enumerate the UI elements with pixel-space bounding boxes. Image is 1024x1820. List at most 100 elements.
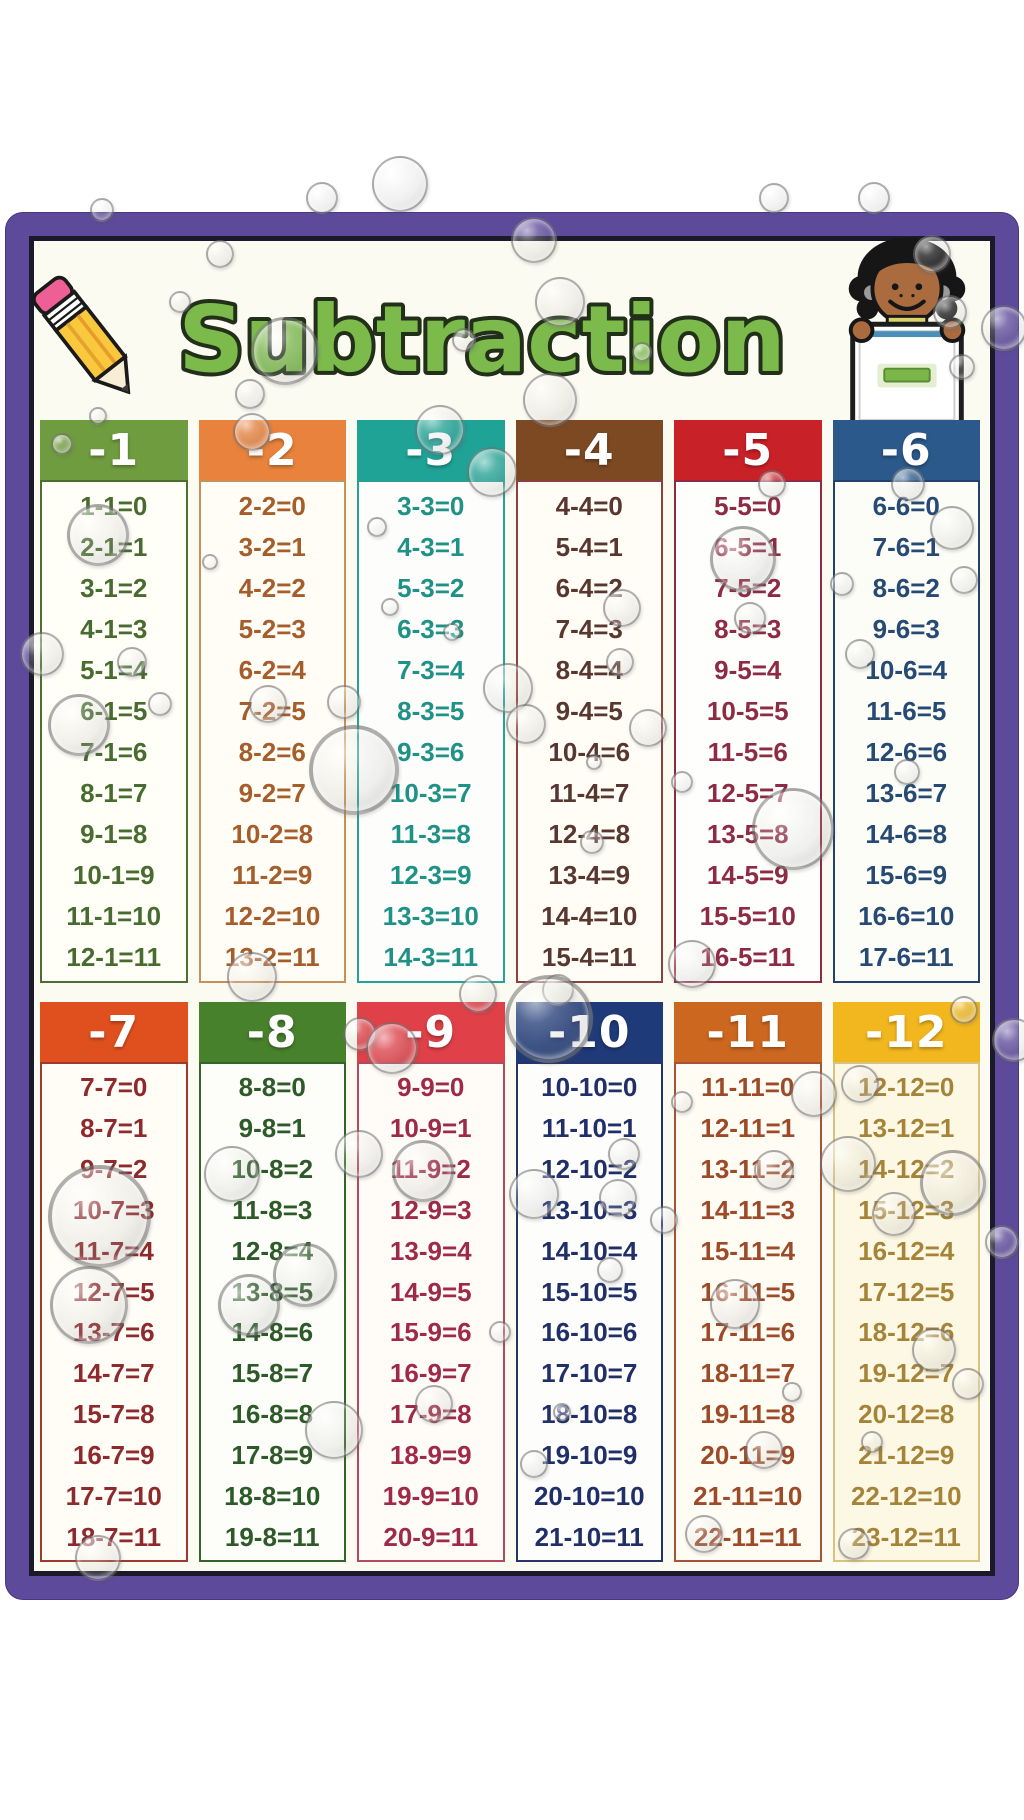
subtraction-fact: 11-3=8 — [390, 819, 471, 850]
subtraction-fact: 19-8=11 — [224, 1521, 320, 1552]
fact-column-minus-12: -12 12-12=0 13-12=1 14-12=2 15-12=3 16-12=4 17… — [832, 1002, 980, 1562]
subtraction-fact: 7-3=4 — [397, 654, 465, 685]
subtraction-fact: 9-7=2 — [80, 1154, 148, 1185]
fact-column-minus-4: -4 4-4=0 5-4=1 6-4=2 7-4=3 8-4=4 9-4=5 10-4=6 11… — [515, 420, 663, 983]
subtraction-fact: 17-6=11 — [858, 942, 954, 973]
column-fact-list: 11-11=0 12-11=1 13-11=2 14-11=3 15-11=4 16-11… — [674, 1062, 822, 1562]
subtraction-fact: 12-3=9 — [389, 860, 472, 891]
subtraction-fact: 16-9=7 — [389, 1358, 472, 1389]
subtraction-fact: 6-1=5 — [80, 695, 148, 726]
column-fact-list: 3-3=0 4-3=1 5-3=2 6-3=3 7-3=4 8-3=5 9-3=6 10-3=… — [357, 480, 505, 983]
subtraction-fact: 11-9=2 — [390, 1154, 471, 1185]
subtraction-fact: 11-10=1 — [541, 1113, 637, 1144]
subtraction-fact: 16-10=6 — [541, 1317, 638, 1348]
fact-column-minus-9: -9 9-9=0 10-9=1 11-9=2 12-9=3 13-9=4 14-9=5 15-… — [357, 1002, 505, 1562]
column-fact-list: 12-12=0 13-12=1 14-12=2 15-12=3 16-12=4 17-12… — [832, 1062, 980, 1562]
subtraction-fact: 10-8=2 — [231, 1154, 314, 1185]
water-droplet — [759, 183, 789, 213]
subtraction-fact: 9-3=6 — [397, 737, 465, 767]
column-fact-list: 6-6=0 7-6=1 8-6=2 9-6=3 10-6=4 11-6=5 12-6=6 13… — [832, 480, 980, 983]
subtraction-fact: 3-2=1 — [238, 531, 306, 562]
subtraction-fact: 18-9=9 — [389, 1439, 472, 1470]
subtraction-fact: 10-10=0 — [541, 1072, 638, 1103]
subtraction-fact: 5-3=2 — [397, 572, 465, 603]
column-header-label: -11 — [674, 1002, 822, 1062]
subtraction-fact: 15-7=8 — [72, 1399, 155, 1430]
subtraction-fact: 12-7=5 — [72, 1276, 155, 1307]
column-fact-list: 1-1=0 2-1=1 3-1=2 4-1=3 5-1=4 6-1=5 7-1=6 8-1=7… — [40, 480, 188, 983]
poster-title-text: Subtraction — [178, 286, 786, 393]
subtraction-fact: 2-1=1 — [80, 531, 148, 562]
subtraction-fact: 21-10=11 — [534, 1521, 644, 1552]
pencil-icon — [32, 275, 131, 395]
subtraction-fact: 18-11=7 — [700, 1358, 796, 1389]
water-droplet — [372, 156, 428, 212]
column-fact-list: 4-4=0 5-4=1 6-4=2 7-4=3 8-4=4 9-4=5 10-4=6 11-4… — [515, 480, 663, 983]
subtraction-fact: 19-9=10 — [382, 1480, 479, 1511]
fact-column-minus-7: -7 7-7=0 8-7=1 9-7=2 10-7=3 11-7=4 12-7=5 13-7=… — [40, 1002, 188, 1562]
subtraction-fact: 15-9=6 — [389, 1317, 472, 1348]
subtraction-fact: 14-3=11 — [383, 942, 479, 973]
subtraction-fact: 5-5=0 — [714, 490, 782, 521]
subtraction-fact: 20-12=8 — [858, 1399, 955, 1430]
subtraction-fact: 15-6=9 — [865, 860, 948, 891]
column-header-label: -5 — [674, 420, 822, 480]
subtraction-fact: 11-1=10 — [66, 901, 162, 932]
subtraction-poster: Subtraction — [5, 212, 1019, 1600]
subtraction-fact: 7-2=5 — [238, 695, 306, 726]
subtraction-fact: 14-11=3 — [700, 1194, 796, 1225]
column-header-label: -1 — [40, 420, 188, 480]
subtraction-fact: 13-12=1 — [858, 1113, 955, 1144]
subtraction-fact: 16-6=10 — [858, 901, 955, 932]
subtraction-fact: 11-4=7 — [549, 778, 630, 809]
subtraction-fact: 16-5=11 — [700, 942, 796, 973]
subtraction-fact: 12-9=3 — [389, 1194, 472, 1225]
subtraction-fact: 20-11=9 — [700, 1439, 796, 1470]
fact-column-minus-1: -1 1-1=0 2-1=1 3-1=2 4-1=3 5-1=4 6-1=5 7-1=6 8-1… — [40, 420, 188, 983]
fact-column-minus-2: -2 2-2=0 3-2=1 4-2=2 5-2=3 6-2=4 7-2=5 8-2=6 9-2… — [198, 420, 346, 983]
subtraction-fact: 10-7=3 — [72, 1194, 155, 1225]
subtraction-fact: 17-10=7 — [541, 1358, 638, 1389]
column-header-label: -10 — [515, 1002, 663, 1062]
column-header-label: -12 — [832, 1002, 980, 1062]
subtraction-fact: 4-2=2 — [238, 572, 306, 603]
fact-column-minus-11: -11 11-11=0 12-11=1 13-11=2 14-11=3 15-11=4 16… — [674, 1002, 822, 1562]
subtraction-fact: 14-9=5 — [389, 1276, 472, 1307]
subtraction-fact: 6-2=4 — [238, 654, 306, 685]
subtraction-fact: 10-5=5 — [706, 695, 789, 726]
subtraction-fact: 12-12=0 — [858, 1072, 955, 1103]
subtraction-fact: 13-6=7 — [865, 778, 948, 809]
subtraction-fact: 13-3=10 — [382, 901, 479, 932]
subtraction-fact: 21-11=10 — [693, 1480, 803, 1511]
subtraction-fact: 9-2=7 — [238, 778, 306, 809]
subtraction-fact: 9-4=5 — [555, 695, 623, 726]
subtraction-fact: 17-7=10 — [65, 1480, 162, 1511]
subtraction-fact: 7-6=1 — [872, 531, 940, 562]
subtraction-fact: 19-12=7 — [858, 1358, 955, 1389]
column-fact-list: 5-5=0 6-5=1 7-5=2 8-5=3 9-5=4 10-5=5 11-5=6 12-… — [674, 480, 822, 983]
column-fact-list: 2-2=0 3-2=1 4-2=2 5-2=3 6-2=4 7-2=5 8-2=6 9-2=7… — [198, 480, 346, 983]
subtraction-fact: 22-11=11 — [693, 1521, 802, 1552]
subtraction-fact: 6-6=0 — [872, 490, 940, 521]
subtraction-fact: 2-2=0 — [238, 490, 306, 521]
subtraction-fact: 4-3=1 — [397, 531, 465, 562]
subtraction-fact: 13-5=8 — [706, 819, 789, 850]
column-header-label: -6 — [832, 420, 980, 480]
subtraction-fact: 13-11=2 — [700, 1154, 796, 1185]
subtraction-fact: 23-12=11 — [851, 1521, 961, 1552]
column-fact-list: 8-8=0 9-8=1 10-8=2 11-8=3 12-8=4 13-8=5 14-8=6… — [198, 1062, 346, 1562]
column-fact-list: 10-10=0 11-10=1 12-10=2 13-10=3 14-10=4 15-10… — [515, 1062, 663, 1562]
subtraction-fact: 16-8=8 — [231, 1399, 314, 1430]
subtraction-fact: 10-4=6 — [548, 737, 631, 767]
subtraction-fact: 12-10=2 — [541, 1154, 638, 1185]
subtraction-fact: 12-5=7 — [706, 778, 789, 809]
fact-column-minus-6: -6 6-6=0 7-6=1 8-6=2 9-6=3 10-6=4 11-6=5 12-6=6… — [832, 420, 980, 983]
subtraction-fact: 14-7=7 — [72, 1358, 155, 1389]
subtraction-fact: 22-12=10 — [850, 1480, 962, 1511]
subtraction-fact: 8-5=3 — [714, 613, 782, 644]
subtraction-fact: 5-2=3 — [238, 613, 306, 644]
column-header-label: -3 — [357, 420, 505, 480]
subtraction-fact: 17-9=8 — [389, 1399, 472, 1430]
subtraction-fact: 9-9=0 — [397, 1072, 465, 1103]
column-header-label: -2 — [198, 420, 346, 480]
